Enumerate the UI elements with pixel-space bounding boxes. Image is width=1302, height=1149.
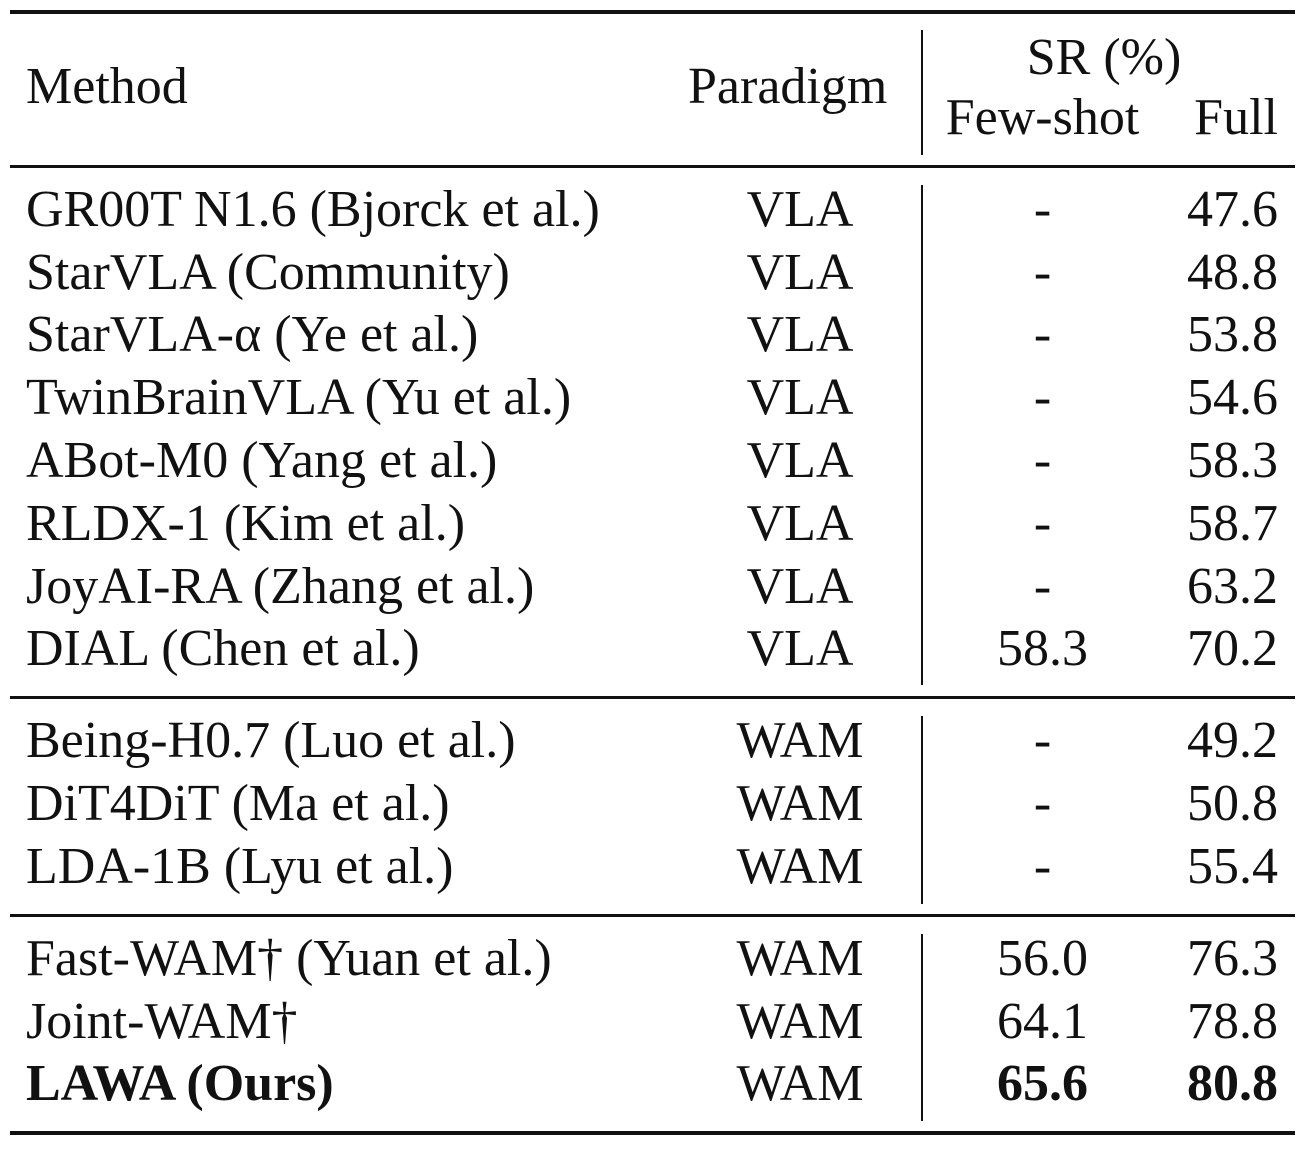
method-cell: GR00T N1.6 (Bjorck et al.) — [26, 181, 600, 238]
method-cell: Being-H0.7 (Luo et al.) — [26, 712, 516, 769]
group-rule-2 — [10, 914, 1295, 917]
top-rule — [10, 10, 1295, 14]
fewshot-cell: - — [1033, 712, 1052, 769]
full-cell: 55.4 — [1187, 838, 1278, 895]
paradigm-cell: WAM — [736, 930, 864, 987]
group1-vline — [921, 185, 923, 685]
method-cell: Joint-WAM† — [26, 993, 298, 1050]
full-cell: 54.6 — [1187, 369, 1278, 426]
full-cell: 80.8 — [1187, 1055, 1278, 1112]
full-cell: 49.2 — [1187, 712, 1278, 769]
header-full: Full — [1194, 89, 1278, 146]
fewshot-cell: - — [1033, 181, 1052, 238]
fewshot-cell: - — [1033, 306, 1052, 363]
method-cell: ABot-M0 (Yang et al.) — [26, 432, 498, 489]
method-cell: RLDX-1 (Kim et al.) — [26, 495, 466, 552]
method-cell: DIAL (Chen et al.) — [26, 620, 420, 677]
header-vline — [921, 30, 923, 155]
paradigm-cell: VLA — [746, 244, 854, 301]
paradigm-cell: WAM — [736, 838, 864, 895]
method-cell: JoyAI-RA (Zhang et al.) — [26, 558, 535, 615]
method-cell: LAWA (Ours) — [26, 1055, 334, 1112]
method-cell: StarVLA (Community) — [26, 244, 510, 301]
full-cell: 47.6 — [1187, 181, 1278, 238]
group2-vline — [921, 716, 923, 904]
full-cell: 78.8 — [1187, 993, 1278, 1050]
paradigm-cell: VLA — [746, 558, 854, 615]
full-cell: 58.7 — [1187, 495, 1278, 552]
header-method: Method — [26, 58, 188, 115]
fewshot-cell: 64.1 — [997, 993, 1088, 1050]
full-cell: 48.8 — [1187, 244, 1278, 301]
fewshot-cell: - — [1033, 495, 1052, 552]
paradigm-cell: VLA — [746, 181, 854, 238]
group-rule-1 — [10, 696, 1295, 699]
full-cell: 58.3 — [1187, 432, 1278, 489]
method-cell: LDA-1B (Lyu et al.) — [26, 838, 454, 895]
paradigm-cell: VLA — [746, 306, 854, 363]
fewshot-cell: - — [1033, 558, 1052, 615]
paradigm-cell: VLA — [746, 369, 854, 426]
method-cell: StarVLA-α (Ye et al.) — [26, 306, 479, 363]
paradigm-cell: VLA — [746, 495, 854, 552]
full-cell: 76.3 — [1187, 930, 1278, 987]
fewshot-cell: - — [1033, 838, 1052, 895]
header-sr-group: SR (%) — [1026, 29, 1182, 86]
fewshot-cell: 65.6 — [997, 1055, 1088, 1112]
header-rule — [10, 165, 1295, 168]
paradigm-cell: WAM — [736, 993, 864, 1050]
full-cell: 53.8 — [1187, 306, 1278, 363]
fewshot-cell: - — [1033, 775, 1052, 832]
full-cell: 63.2 — [1187, 558, 1278, 615]
header-fewshot: Few-shot — [945, 89, 1140, 146]
bottom-rule — [10, 1131, 1295, 1135]
fewshot-cell: - — [1033, 432, 1052, 489]
fewshot-cell: 56.0 — [997, 930, 1088, 987]
method-cell: Fast-WAM† (Yuan et al.) — [26, 930, 552, 987]
fewshot-cell: - — [1033, 369, 1052, 426]
header-paradigm: Paradigm — [688, 58, 888, 115]
paradigm-cell: VLA — [746, 620, 854, 677]
fewshot-cell: 58.3 — [997, 620, 1088, 677]
full-cell: 50.8 — [1187, 775, 1278, 832]
fewshot-cell: - — [1033, 244, 1052, 301]
paradigm-cell: WAM — [736, 775, 864, 832]
paradigm-cell: WAM — [736, 712, 864, 769]
method-cell: DiT4DiT (Ma et al.) — [26, 775, 450, 832]
paradigm-cell: WAM — [736, 1055, 864, 1112]
paradigm-cell: VLA — [746, 432, 854, 489]
group3-vline — [921, 934, 923, 1121]
method-cell: TwinBrainVLA (Yu et al.) — [26, 369, 572, 426]
full-cell: 70.2 — [1187, 620, 1278, 677]
